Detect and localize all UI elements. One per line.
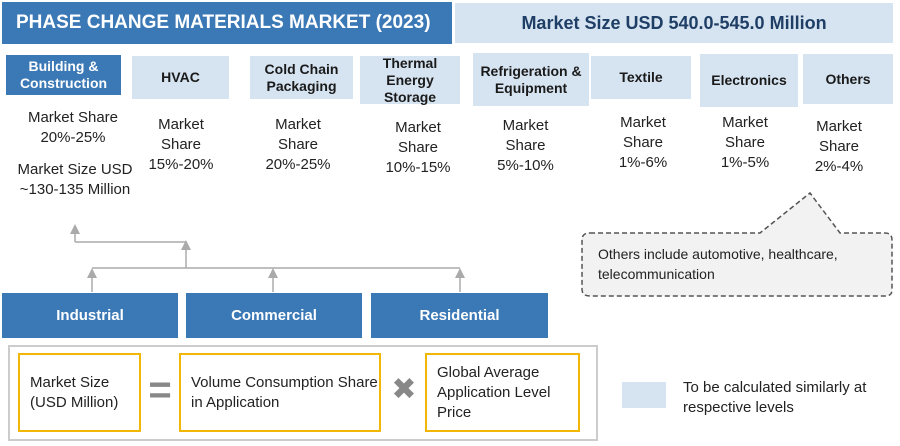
multiply-icon: ✖: [391, 373, 417, 406]
share-refrigeration: Market Share 5%-10%: [497, 117, 554, 174]
app-box-building: Building & Construction: [6, 55, 121, 95]
formula-volume-share: Volume Consumption Share in Application: [179, 353, 381, 432]
segment-industrial: Industrial: [2, 293, 178, 338]
app-box-hvac: HVAC: [132, 56, 229, 99]
callout-bubble: [581, 191, 893, 297]
share-others: Market Share 2%-4%: [814, 118, 864, 175]
app-box-textile: Textile: [591, 56, 691, 99]
segment-commercial: Commercial: [186, 293, 362, 338]
segment-residential: Residential: [371, 293, 548, 338]
share-cold-chain: Market Share 20%-25%: [265, 116, 331, 173]
app-box-cold-chain: Cold Chain Packaging: [250, 56, 353, 99]
app-box-others: Others: [803, 54, 893, 104]
share-hvac: Market Share 15%-20%: [148, 116, 214, 173]
app-box-refrigeration: Refrigeration & Equipment: [473, 53, 589, 106]
total-market-size: Market Size USD 540.0-545.0 Million: [455, 3, 893, 43]
equals-icon: =: [148, 368, 172, 412]
formula-panel: [8, 345, 598, 441]
size-building: Market Size USD ~130-135 Million: [17, 161, 133, 198]
callout-text: Others include automotive, healthcare, t…: [598, 246, 838, 282]
formula-avg-price: Global Average Application Level Price: [425, 353, 580, 432]
share-building: Market Share 20%-25%: [27, 109, 119, 146]
legend-text: To be calculated similarly at respective…: [683, 379, 867, 416]
formula-market-size: Market Size (USD Million): [18, 353, 141, 432]
share-electronics: Market Share 1%-5%: [720, 114, 770, 171]
page-title: PHASE CHANGE MATERIALS MARKET (2023): [2, 2, 452, 44]
legend-swatch: [622, 382, 666, 408]
app-box-electronics: Electronics: [700, 54, 798, 107]
share-thermal: Market Share 10%-15%: [385, 119, 451, 176]
share-textile: Market Share 1%-6%: [618, 114, 668, 171]
app-box-thermal: Thermal Energy Storage: [360, 55, 460, 105]
